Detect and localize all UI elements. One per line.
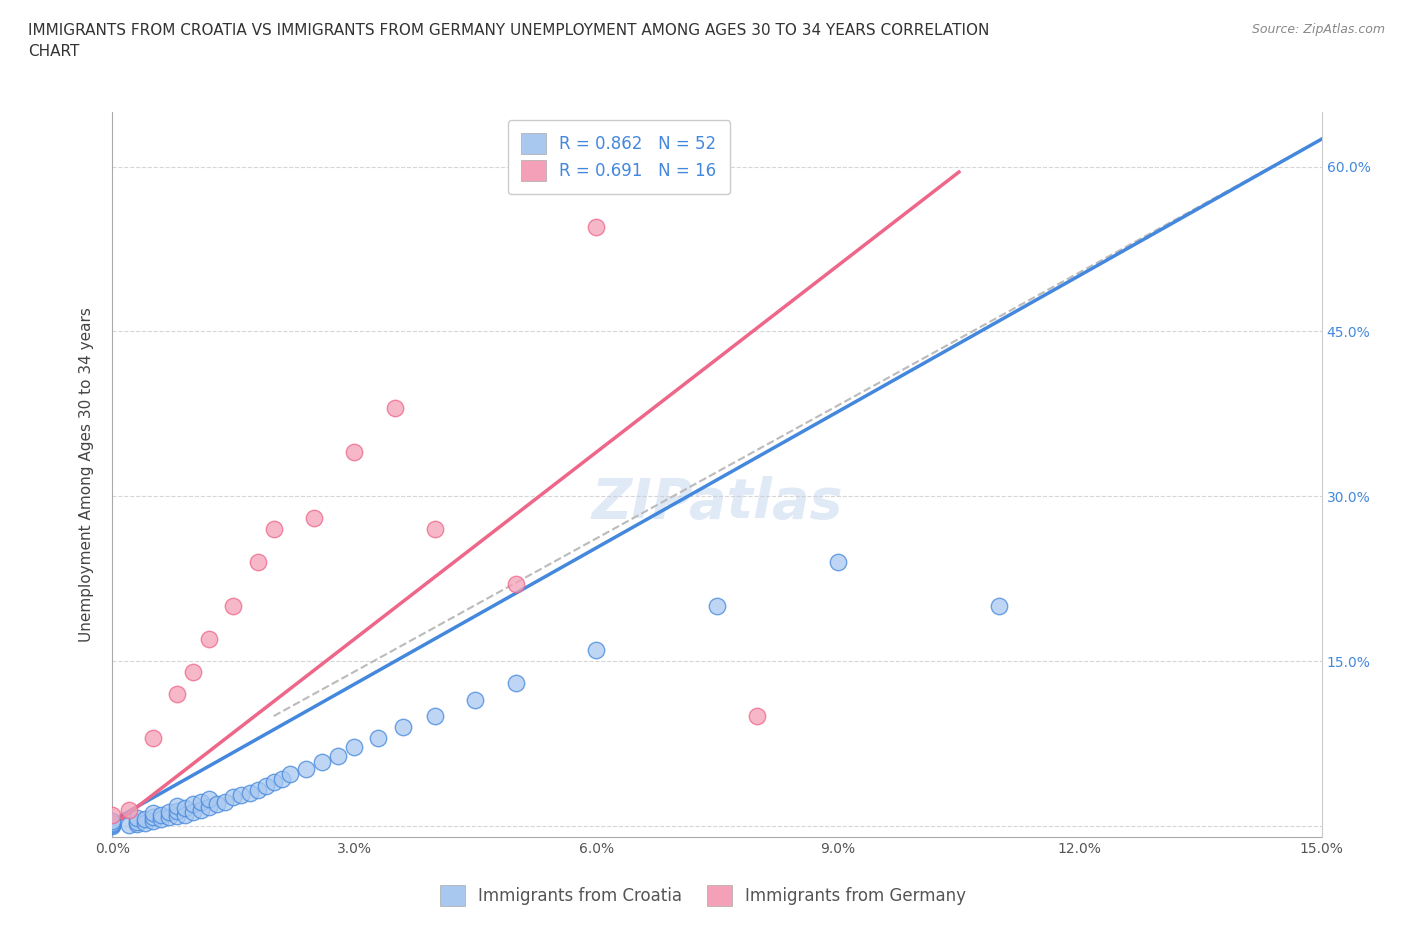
- Y-axis label: Unemployment Among Ages 30 to 34 years: Unemployment Among Ages 30 to 34 years: [79, 307, 94, 642]
- Point: [101, 813, 124, 828]
- Point: [157, 810, 180, 825]
- Point: [367, 731, 389, 746]
- Point: [302, 511, 325, 525]
- Point: [278, 767, 301, 782]
- Point: [706, 599, 728, 614]
- Point: [142, 731, 165, 746]
- Point: [198, 791, 221, 806]
- Point: [585, 643, 607, 658]
- Legend: R = 0.862   N = 52, R = 0.691   N = 16: R = 0.862 N = 52, R = 0.691 N = 16: [508, 120, 730, 194]
- Point: [149, 807, 172, 822]
- Point: [464, 692, 486, 707]
- Point: [101, 817, 124, 832]
- Point: [142, 813, 165, 828]
- Point: [125, 814, 148, 829]
- Point: [166, 804, 188, 818]
- Point: [117, 817, 139, 832]
- Point: [190, 794, 212, 809]
- Point: [142, 810, 165, 825]
- Point: [222, 790, 245, 804]
- Point: [214, 794, 236, 809]
- Point: [174, 801, 197, 816]
- Point: [101, 818, 124, 833]
- Point: [149, 812, 172, 827]
- Point: [254, 779, 277, 794]
- Point: [747, 709, 769, 724]
- Point: [142, 805, 165, 820]
- Point: [198, 800, 221, 815]
- Point: [270, 771, 292, 786]
- Point: [117, 802, 139, 817]
- Point: [134, 816, 156, 830]
- Point: [238, 786, 260, 801]
- Point: [101, 816, 124, 830]
- Point: [166, 799, 188, 814]
- Point: [423, 709, 446, 724]
- Point: [101, 807, 124, 822]
- Point: [328, 749, 350, 764]
- Point: [263, 775, 285, 790]
- Point: [246, 555, 269, 570]
- Point: [263, 522, 285, 537]
- Text: IMMIGRANTS FROM CROATIA VS IMMIGRANTS FROM GERMANY UNEMPLOYMENT AMONG AGES 30 TO: IMMIGRANTS FROM CROATIA VS IMMIGRANTS FR…: [28, 23, 990, 60]
- Point: [166, 809, 188, 824]
- Point: [295, 762, 318, 777]
- Point: [181, 804, 204, 819]
- Point: [125, 811, 148, 826]
- Point: [231, 788, 253, 803]
- Point: [988, 599, 1011, 614]
- Point: [505, 577, 527, 591]
- Point: [311, 755, 333, 770]
- Point: [101, 817, 124, 831]
- Point: [222, 599, 245, 614]
- Point: [827, 555, 849, 570]
- Point: [343, 739, 366, 754]
- Text: ZIPatlas: ZIPatlas: [592, 476, 842, 530]
- Text: Source: ZipAtlas.com: Source: ZipAtlas.com: [1251, 23, 1385, 36]
- Point: [423, 522, 446, 537]
- Point: [505, 676, 527, 691]
- Point: [134, 812, 156, 827]
- Point: [181, 797, 204, 812]
- Point: [246, 782, 269, 797]
- Point: [174, 807, 197, 822]
- Point: [391, 720, 413, 735]
- Point: [207, 797, 229, 812]
- Legend: Immigrants from Croatia, Immigrants from Germany: Immigrants from Croatia, Immigrants from…: [433, 879, 973, 912]
- Point: [190, 802, 212, 817]
- Point: [181, 665, 204, 680]
- Point: [166, 686, 188, 701]
- Point: [343, 445, 366, 459]
- Point: [157, 804, 180, 819]
- Point: [384, 401, 406, 416]
- Point: [125, 817, 148, 831]
- Point: [585, 219, 607, 234]
- Point: [198, 631, 221, 646]
